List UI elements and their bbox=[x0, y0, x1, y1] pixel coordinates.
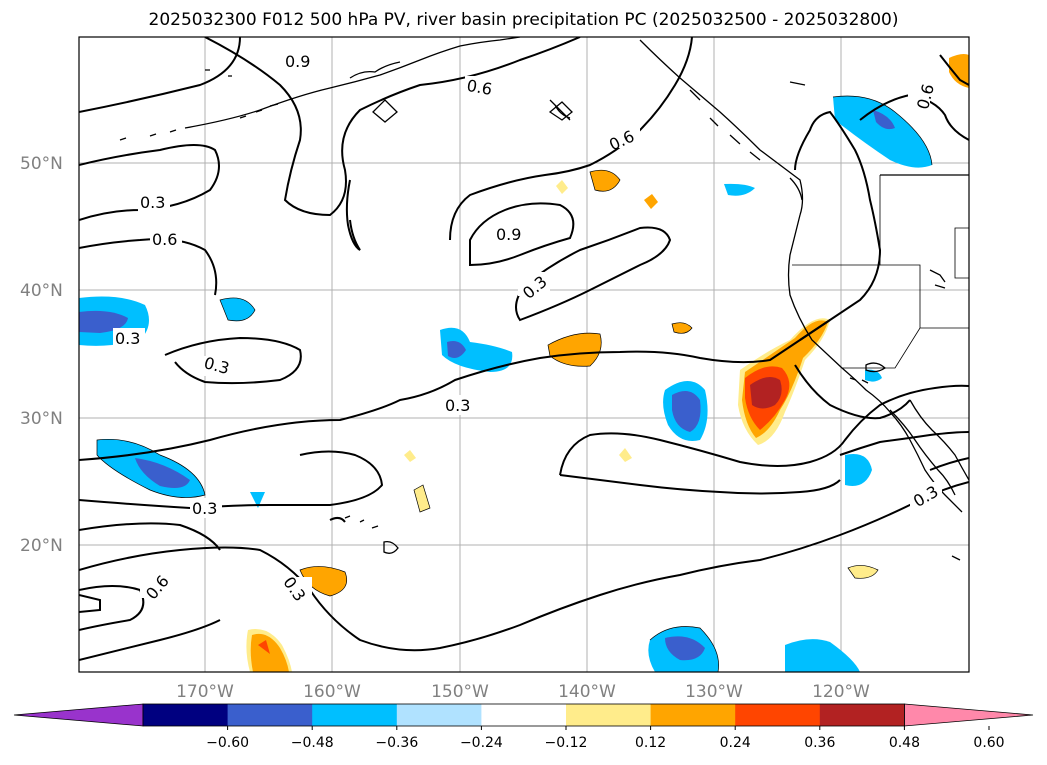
colorbar-tick-label: 0.60 bbox=[973, 735, 1004, 751]
contour-label: 0.3 bbox=[445, 396, 470, 415]
lon-label-130w: 130°W bbox=[685, 682, 743, 702]
longitude-labels: 170°W 160°W 150°W 140°W 130°W 120°W bbox=[176, 682, 870, 702]
colorbar: −0.60 −0.48 −0.36 −0.24 −0.12 0.12 0.24 0.36 0.4… bbox=[13, 703, 1034, 751]
colorbar-extend-high bbox=[904, 703, 1034, 727]
coastlines bbox=[119, 37, 969, 561]
precip-shading bbox=[79, 54, 969, 672]
lon-label-150w: 150°W bbox=[431, 682, 489, 702]
colorbar-segment bbox=[227, 704, 313, 726]
contour-label: 0.3 bbox=[192, 499, 217, 518]
colorbar-tick-label: −0.48 bbox=[291, 735, 334, 751]
colorbar-tick-label: 0.12 bbox=[635, 735, 666, 751]
map-plot-area: 0.9 0.6 0.6 0.6 0.3 0.6 0.9 0.3 0.3 0.3 … bbox=[79, 37, 969, 672]
lat-label-20n: 20°N bbox=[20, 536, 63, 556]
colorbar-frame bbox=[142, 703, 905, 727]
contour-label: 0.9 bbox=[496, 225, 521, 244]
contour-label: 0.6 bbox=[152, 230, 177, 249]
contour-label: 0.6 bbox=[465, 76, 493, 99]
lon-label-160w: 160°W bbox=[303, 682, 361, 702]
colorbar-tick-label: 0.36 bbox=[804, 735, 835, 751]
contour-label: 0.3 bbox=[115, 329, 140, 348]
latitude-labels: 50°N 40°N 30°N 20°N bbox=[20, 154, 63, 556]
lon-label-170w: 170°W bbox=[176, 682, 234, 702]
colorbar-segment bbox=[819, 704, 905, 726]
colorbar-segment bbox=[566, 704, 652, 726]
contour-label: 0.3 bbox=[140, 193, 165, 212]
lon-label-140w: 140°W bbox=[558, 682, 616, 702]
colorbar-segment bbox=[650, 704, 736, 726]
map-frame bbox=[78, 36, 970, 673]
colorbar-tick-label: −0.60 bbox=[206, 735, 249, 751]
lat-label-50n: 50°N bbox=[20, 154, 63, 174]
lat-label-40n: 40°N bbox=[20, 281, 63, 301]
colorbar-tick-label: −0.24 bbox=[460, 735, 503, 751]
contour-label: 0.9 bbox=[285, 52, 310, 71]
colorbar-segment bbox=[143, 704, 229, 726]
colorbar-segment bbox=[481, 704, 567, 726]
colorbar-segment bbox=[312, 704, 398, 726]
colorbar-tick-label: −0.12 bbox=[545, 735, 588, 751]
pv-contours bbox=[79, 37, 969, 661]
lat-label-30n: 30°N bbox=[20, 409, 63, 429]
colorbar-segment bbox=[735, 704, 821, 726]
precip-outlines bbox=[96, 95, 933, 672]
colorbar-extend-low bbox=[13, 703, 144, 727]
figure-title: 2025032300 F012 500 hPa PV, river basin … bbox=[148, 10, 899, 30]
colorbar-tick-label: 0.24 bbox=[720, 735, 751, 751]
colorbar-segment bbox=[396, 704, 482, 726]
colorbar-tick-label: −0.36 bbox=[375, 735, 418, 751]
gridlines bbox=[79, 37, 969, 672]
lon-label-120w: 120°W bbox=[812, 682, 870, 702]
colorbar-tick-label: 0.48 bbox=[889, 735, 920, 751]
